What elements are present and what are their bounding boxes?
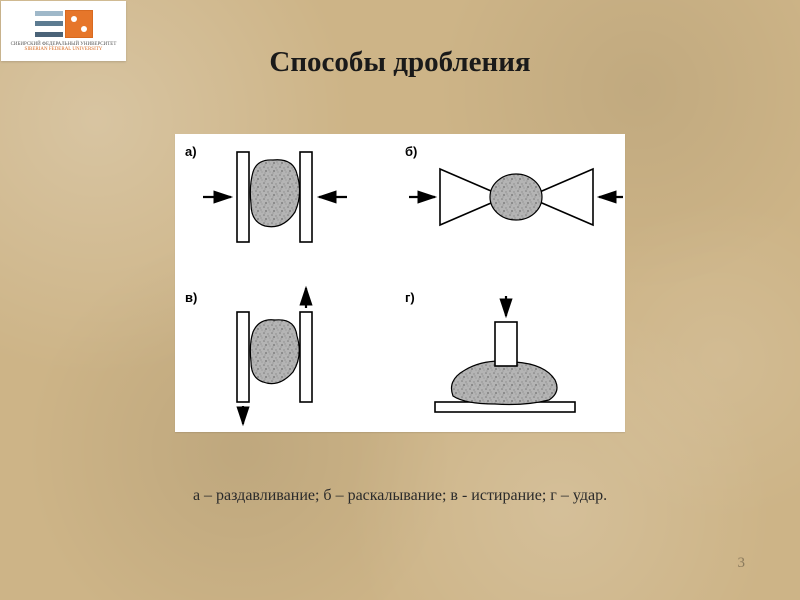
logo-stripes xyxy=(35,11,63,37)
page-number: 3 xyxy=(738,555,746,572)
panel-g: г) xyxy=(405,290,575,412)
logo-flag-icon xyxy=(65,10,93,38)
panel-b-label: б) xyxy=(405,144,417,159)
slide-title: Способы дробления xyxy=(0,46,800,79)
figure-caption: а – раздавливание; б – раскалывание; в -… xyxy=(0,487,800,505)
panel-g-label: г) xyxy=(405,290,415,305)
figure-svg: а) б) xyxy=(175,134,625,432)
slide: СИБИРСКИЙ ФЕДЕРАЛЬНЫЙ УНИВЕРСИТЕТ SIBERI… xyxy=(0,0,800,600)
logo-mark xyxy=(35,10,93,38)
panel-b: б) xyxy=(405,144,623,225)
panel-a-label: а) xyxy=(185,144,197,159)
panel-v: в) xyxy=(185,288,312,424)
panel-v-label: в) xyxy=(185,290,197,305)
crushing-methods-figure: а) б) xyxy=(175,134,625,432)
panel-a: а) xyxy=(185,144,347,242)
